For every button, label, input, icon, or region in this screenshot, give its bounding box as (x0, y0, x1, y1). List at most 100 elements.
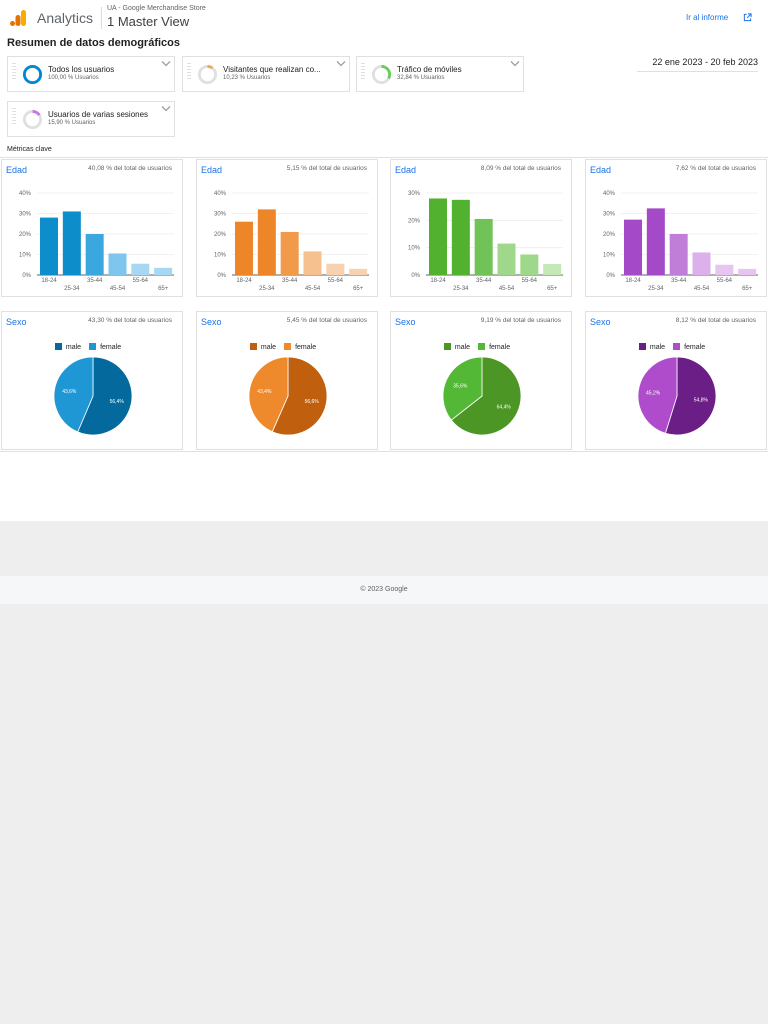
divider (0, 451, 768, 452)
go-to-report-link[interactable]: Ir al informe (686, 13, 729, 22)
y-tick-label: 0% (217, 273, 226, 279)
age-bar[interactable] (715, 264, 734, 275)
x-tick-label: 25-34 (453, 286, 469, 292)
age-bar[interactable] (62, 211, 81, 275)
age-bar[interactable] (154, 267, 173, 275)
legend-swatch (54, 343, 62, 350)
age-bar[interactable] (131, 263, 150, 275)
legend-label[interactable]: female (489, 344, 511, 351)
age-bar[interactable] (303, 251, 322, 275)
chart-share-label: 8,12 % del total de usuarios (675, 317, 756, 324)
chevron-down-icon[interactable] (336, 60, 346, 67)
age-bar[interactable] (669, 234, 688, 275)
age-bar[interactable] (235, 221, 253, 275)
chart-card: 0% 10% 20% 30% 40% 18-24 25-34 35-44 45-54 55-64 6… (585, 159, 767, 297)
chart-title[interactable]: Sexo (201, 317, 222, 327)
segment-name: Todos los usuarios (48, 65, 115, 74)
pie-slice-male[interactable] (450, 356, 522, 436)
analytics-logo-icon[interactable] (9, 9, 27, 27)
y-tick-label: 30% (603, 212, 616, 218)
drag-handle-icon[interactable] (10, 61, 18, 87)
chart-legend: male female (586, 343, 766, 351)
age-bar[interactable] (40, 217, 58, 275)
chart-legend: male female (391, 343, 571, 351)
chart-card: 64,4% 35,6% Sexo 9,19 % del total de usuari… (390, 311, 572, 450)
x-tick-label: 18-24 (625, 278, 641, 284)
chart-share-label: 7,62 % del total de usuarios (675, 165, 756, 172)
pie-slice-female[interactable] (53, 356, 94, 433)
chart-title[interactable]: Sexo (6, 317, 27, 327)
legend-label[interactable]: female (295, 344, 317, 351)
chart-card: 0% 10% 20% 30% 40% 18-24 25-34 35-44 45-54 55-64 6… (1, 159, 183, 297)
drag-handle-icon[interactable] (10, 106, 18, 132)
age-bar[interactable] (429, 198, 447, 275)
open-in-new-icon[interactable] (743, 13, 752, 22)
y-tick-label: 20% (408, 218, 421, 224)
age-bar[interactable] (349, 268, 368, 275)
age-bar[interactable] (646, 208, 665, 275)
age-bar[interactable] (451, 199, 470, 275)
chart-share-label: 40,08 % del total de usuarios (88, 165, 172, 172)
age-bar[interactable] (326, 263, 345, 275)
legend-label[interactable]: male (260, 344, 277, 351)
pie-slice-male[interactable] (664, 356, 717, 436)
sex-pie-chart: 56,4% 43,6% (53, 356, 133, 436)
page-title: Resumen de datos demográficos (7, 37, 180, 49)
pie-slice-female[interactable] (248, 356, 289, 433)
chart-title[interactable]: Edad (6, 165, 28, 175)
age-bar-chart: 0% 10% 20% 30% 40% 18-24 25-34 35-44 45-54 55-64 6… (603, 191, 758, 292)
chevron-down-icon[interactable] (161, 60, 171, 67)
y-tick-label: 0% (411, 273, 420, 279)
age-bar[interactable] (520, 254, 539, 276)
age-bar[interactable] (692, 252, 711, 275)
chart-share-label: 5,15 % del total de usuarios (286, 165, 367, 172)
legend-label[interactable]: female (684, 344, 706, 351)
legend-swatch (638, 343, 646, 350)
segment-card[interactable]: Todos los usuarios 100,00 % Usuarios (7, 56, 175, 92)
segment-card[interactable]: Usuarios de varias sesiones 15,90 % Usuar… (7, 101, 175, 137)
age-bar[interactable] (108, 253, 127, 275)
drag-handle-icon[interactable] (185, 61, 193, 87)
segment-card[interactable]: Tráfico de móviles 32,84 % Usuarios (356, 56, 524, 92)
pie-slice-female[interactable] (442, 356, 483, 421)
age-bar[interactable] (543, 264, 562, 275)
legend-label[interactable]: male (649, 344, 666, 351)
pie-slice-female[interactable] (637, 356, 678, 434)
age-bar[interactable] (624, 219, 642, 275)
legend-label[interactable]: male (65, 344, 82, 351)
ring-fill (22, 64, 43, 85)
brand-name: Analytics (37, 10, 94, 26)
age-bar[interactable] (738, 268, 757, 275)
legend-label[interactable]: female (100, 344, 122, 351)
date-range-picker[interactable]: 22 ene 2023 - 20 feb 2023 (637, 57, 758, 72)
chart-title[interactable]: Edad (590, 165, 612, 175)
account-name[interactable]: UA - Google Merchandise Store (107, 5, 206, 12)
age-bar[interactable] (497, 243, 516, 275)
chevron-down-icon[interactable] (161, 105, 171, 112)
divider (0, 157, 768, 158)
age-bar[interactable] (85, 234, 104, 275)
x-tick-label: 35-44 (87, 278, 103, 284)
segment-card[interactable]: Visitantes que realizan co... 10,23 % Usu… (182, 56, 350, 92)
chart-title[interactable]: Edad (395, 165, 417, 175)
x-tick-label: 35-44 (671, 278, 687, 284)
x-tick-label: 65+ (353, 286, 364, 292)
drag-handle-icon[interactable] (359, 61, 367, 87)
chart-title[interactable]: Sexo (395, 317, 416, 327)
chart-share-label: 43,30 % del total de usuarios (88, 317, 172, 324)
age-bar[interactable] (280, 231, 299, 275)
chevron-down-icon[interactable] (510, 60, 520, 67)
pie-slice-label: 43,6% (62, 389, 77, 395)
chart-title[interactable]: Edad (201, 165, 223, 175)
pie-slice-label: 43,4% (257, 389, 272, 395)
age-bar[interactable] (474, 218, 493, 275)
view-selector[interactable]: 1 Master View (107, 14, 190, 29)
legend-label[interactable]: male (454, 344, 471, 351)
pie-slice-male[interactable] (77, 356, 133, 436)
chart-title[interactable]: Sexo (590, 317, 611, 327)
x-tick-label: 18-24 (236, 278, 252, 284)
age-bar[interactable] (257, 209, 276, 275)
pie-slice-male[interactable] (271, 356, 328, 436)
ring-track (197, 64, 218, 85)
legend-swatch (443, 343, 451, 350)
